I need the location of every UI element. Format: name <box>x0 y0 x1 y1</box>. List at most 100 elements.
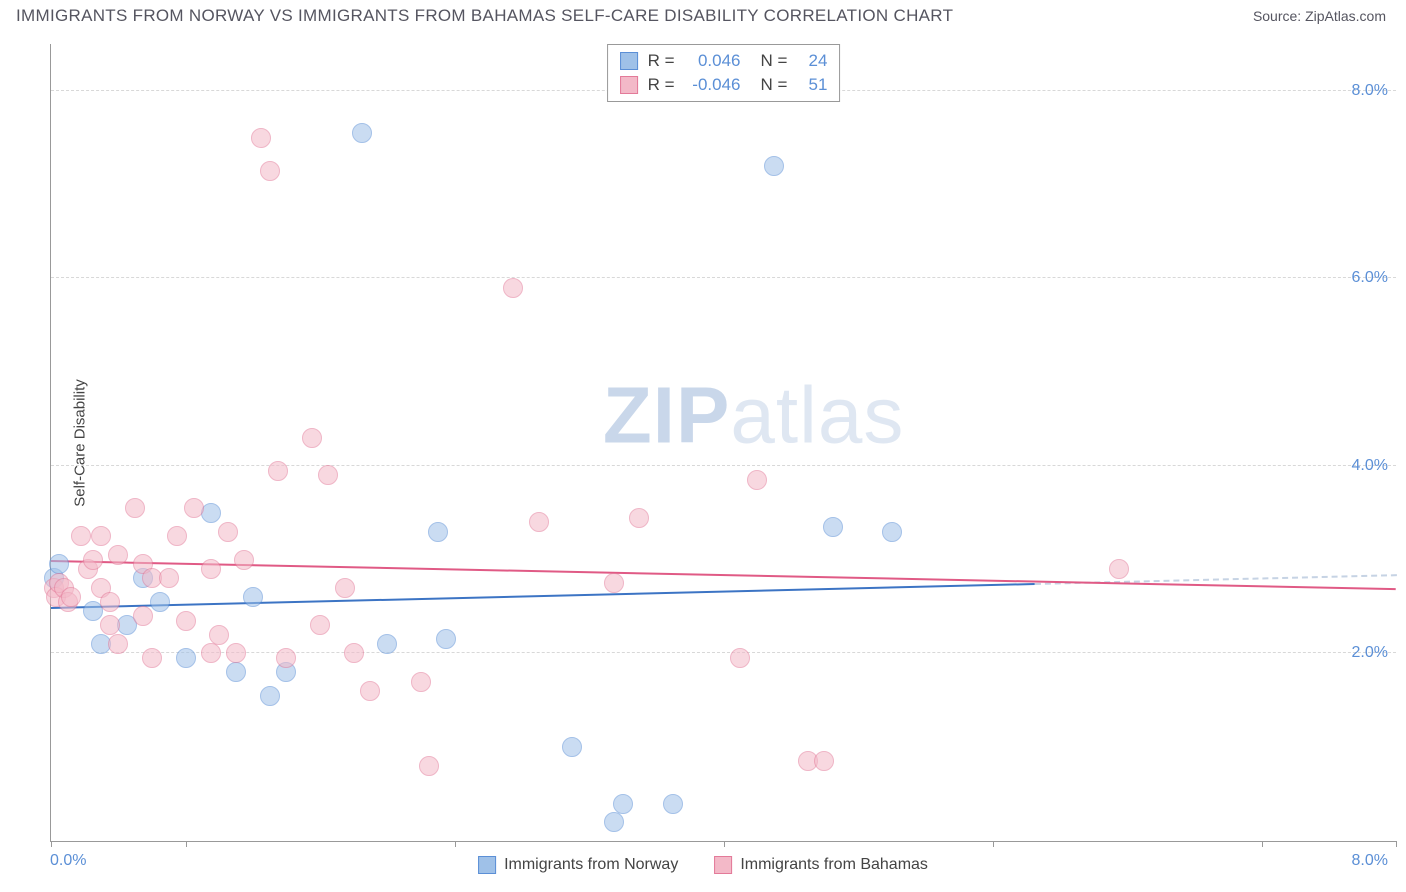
data-point <box>747 470 767 490</box>
header: IMMIGRANTS FROM NORWAY VS IMMIGRANTS FRO… <box>0 0 1406 32</box>
source-name: ZipAtlas.com <box>1305 8 1386 24</box>
data-point <box>604 573 624 593</box>
y-tick-label: 2.0% <box>1352 644 1388 662</box>
data-point <box>335 578 355 598</box>
data-point <box>276 648 296 668</box>
legend-row: R = 0.046 N = 24 <box>620 49 828 73</box>
data-point <box>226 662 246 682</box>
legend-swatch <box>478 856 496 874</box>
data-point <box>108 634 128 654</box>
watermark: ZIPatlas <box>603 369 904 461</box>
data-point <box>419 756 439 776</box>
legend-n-label: N = <box>761 75 788 95</box>
data-point <box>159 568 179 588</box>
x-tick <box>724 841 725 847</box>
data-point <box>352 123 372 143</box>
data-point <box>613 794 633 814</box>
data-point <box>428 522 448 542</box>
data-point <box>814 751 834 771</box>
data-point <box>49 554 69 574</box>
x-tick <box>993 841 994 847</box>
correlation-legend: R = 0.046 N = 24 R = -0.046 N = 51 <box>607 44 841 102</box>
legend-r-label: R = <box>648 51 675 71</box>
x-tick <box>455 841 456 847</box>
data-point <box>377 634 397 654</box>
data-point <box>823 517 843 537</box>
series-name: Immigrants from Bahamas <box>740 856 928 874</box>
data-point <box>663 794 683 814</box>
gridline <box>51 277 1396 278</box>
legend-n-label: N = <box>761 51 788 71</box>
chart-area: Self-Care Disability ZIPatlas R =0.046N … <box>50 44 1396 842</box>
data-point <box>764 156 784 176</box>
data-point <box>629 508 649 528</box>
data-point <box>1109 559 1129 579</box>
x-min-label: 0.0% <box>50 852 86 870</box>
data-point <box>251 128 271 148</box>
legend-r-value: -0.046 <box>685 75 741 95</box>
data-point <box>260 161 280 181</box>
data-point <box>302 428 322 448</box>
data-point <box>142 648 162 668</box>
y-tick-label: 4.0% <box>1352 457 1388 475</box>
data-point <box>503 278 523 298</box>
data-point <box>604 812 624 832</box>
data-point <box>226 643 246 663</box>
x-max-label: 8.0% <box>1352 852 1388 870</box>
data-point <box>310 615 330 635</box>
gridline <box>51 465 1396 466</box>
data-point <box>100 615 120 635</box>
data-point <box>61 587 81 607</box>
data-point <box>71 526 91 546</box>
data-point <box>268 461 288 481</box>
data-point <box>730 648 750 668</box>
data-point <box>411 672 431 692</box>
data-point <box>176 648 196 668</box>
x-tick <box>1262 841 1263 847</box>
series-legend-item: Immigrants from Bahamas <box>714 856 928 874</box>
legend-r-label: R = <box>648 75 675 95</box>
data-point <box>243 587 263 607</box>
data-point <box>344 643 364 663</box>
source-prefix: Source: <box>1253 8 1305 24</box>
data-point <box>133 606 153 626</box>
legend-n-value: 51 <box>797 75 827 95</box>
chart-title: IMMIGRANTS FROM NORWAY VS IMMIGRANTS FRO… <box>16 6 953 26</box>
data-point <box>108 545 128 565</box>
legend-r-value: 0.046 <box>685 51 741 71</box>
legend-swatch <box>714 856 732 874</box>
data-point <box>83 550 103 570</box>
data-point <box>562 737 582 757</box>
data-point <box>436 629 456 649</box>
data-point <box>360 681 380 701</box>
data-point <box>218 522 238 542</box>
trend-line <box>51 583 1035 609</box>
source-label: Source: ZipAtlas.com <box>1253 8 1386 24</box>
y-tick-label: 8.0% <box>1352 82 1388 100</box>
data-point <box>125 498 145 518</box>
data-point <box>201 643 221 663</box>
x-tick <box>1396 841 1397 847</box>
legend-swatch <box>620 52 638 70</box>
legend-swatch <box>620 76 638 94</box>
data-point <box>176 611 196 631</box>
data-point <box>184 498 204 518</box>
y-tick-label: 6.0% <box>1352 269 1388 287</box>
plot-area: ZIPatlas R = 0.046 N = 24 R = -0.046 N = 51 2.0… <box>50 44 1396 842</box>
data-point <box>150 592 170 612</box>
x-tick <box>186 841 187 847</box>
data-point <box>234 550 254 570</box>
series-legend-item: Immigrants from Norway <box>478 856 678 874</box>
data-point <box>529 512 549 532</box>
data-point <box>260 686 280 706</box>
series-name: Immigrants from Norway <box>504 856 678 874</box>
data-point <box>318 465 338 485</box>
data-point <box>91 526 111 546</box>
data-point <box>167 526 187 546</box>
data-point <box>209 625 229 645</box>
watermark-bold: ZIP <box>603 370 730 459</box>
gridline <box>51 652 1396 653</box>
data-point <box>201 559 221 579</box>
series-legend: Immigrants from Norway Immigrants from Ba… <box>478 856 928 874</box>
legend-n-value: 24 <box>797 51 827 71</box>
